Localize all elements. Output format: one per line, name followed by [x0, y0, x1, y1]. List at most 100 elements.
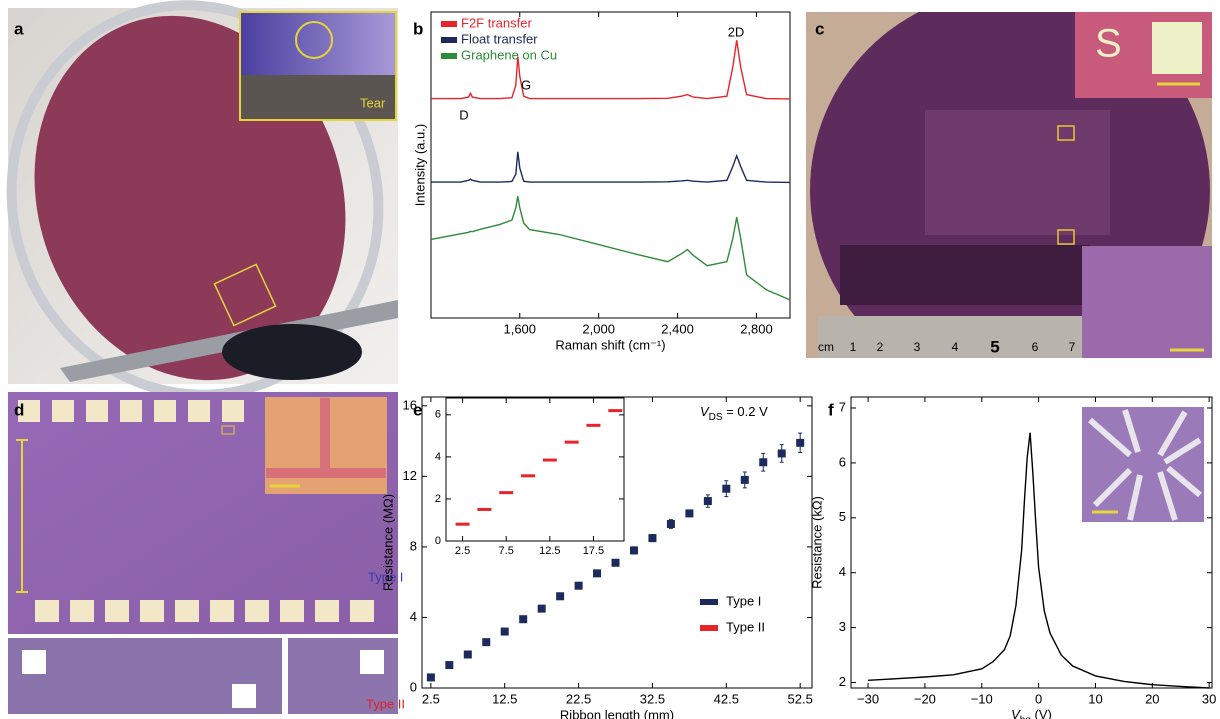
x-tick-label: −20 — [914, 691, 936, 706]
marker — [593, 569, 601, 577]
annotation-subscript: DS — [709, 412, 723, 423]
marker — [796, 439, 804, 447]
marker — [612, 559, 620, 567]
marker — [445, 661, 453, 669]
y-tick-label: 4 — [839, 564, 846, 579]
marker — [608, 409, 622, 412]
marker — [778, 449, 786, 457]
y-tick-label: 6 — [435, 409, 441, 421]
marker — [565, 441, 579, 444]
marker — [685, 509, 693, 517]
x-tick-label: 30 — [1202, 691, 1216, 706]
y-tick-label: 7 — [839, 399, 846, 414]
legend-label: F2F transfer — [461, 15, 532, 30]
x-tick-label: 2.5 — [455, 545, 470, 557]
annotation: 2D — [728, 24, 745, 39]
legend-swatch — [700, 599, 718, 605]
legend-swatch — [441, 37, 457, 43]
ruler-label: 2 — [877, 340, 884, 354]
legend-label: Graphene on Cu — [461, 47, 557, 62]
ruler-label: 6 — [1032, 340, 1039, 354]
panel-label: f — [828, 400, 834, 419]
photo-a: Tear — [0, 0, 429, 443]
marker — [586, 424, 600, 427]
marker — [648, 534, 656, 542]
ruler-label: 5 — [990, 337, 999, 356]
x-axis-title: Ribbon length (mm) — [560, 707, 674, 719]
legend-label: Type I — [726, 593, 761, 608]
marker — [477, 508, 491, 511]
annotation: G — [521, 77, 531, 92]
x-tick-label: 17.5 — [583, 545, 604, 557]
x-tick-label: 12.5 — [492, 691, 517, 706]
x-tick-label: −10 — [971, 691, 993, 706]
y-tick-label: 4 — [410, 609, 417, 624]
marker — [722, 485, 730, 493]
x-tick-label: 32.5 — [640, 691, 665, 706]
y-tick-label: 6 — [839, 454, 846, 469]
x-tick-label: 2,400 — [661, 321, 694, 336]
y-tick-label: 12 — [403, 468, 417, 483]
y-tick-label: 0 — [410, 679, 417, 694]
panel-label: d — [14, 400, 24, 419]
y-axis-title: Intensity (a.u.) — [412, 124, 427, 206]
x-axis-title: Vbg (V) — [1011, 707, 1052, 719]
panel-label: b — [413, 19, 423, 38]
photo-d: Type I Type II — [8, 392, 405, 714]
x-axis-unit: (V) — [1031, 707, 1052, 719]
legend-label: Type II — [726, 619, 765, 634]
x-tick-label: 42.5 — [714, 691, 739, 706]
marker — [464, 650, 472, 658]
x-tick-label: 2,000 — [582, 321, 615, 336]
marker — [482, 638, 490, 646]
figure: Tear S Type I Type II — [0, 0, 1220, 719]
marker — [556, 592, 564, 600]
marker — [499, 491, 513, 494]
marker — [704, 497, 712, 505]
annotation-text: = 0.2 V — [723, 404, 768, 419]
marker — [630, 546, 638, 554]
plot-frame — [446, 398, 624, 541]
photo-c: S — [806, 0, 1212, 390]
x-axis-title: Raman shift (cm⁻¹) — [555, 337, 665, 352]
legend-swatch — [441, 53, 457, 59]
x-tick-label: 2.5 — [422, 691, 440, 706]
y-tick-label: 0 — [435, 535, 441, 547]
x-tick-label: 12.5 — [539, 545, 560, 557]
y-axis-title: Resistance (kΩ) — [809, 496, 824, 589]
x-tick-label: 0 — [1035, 691, 1042, 706]
marker — [456, 523, 470, 526]
y-tick-label: 16 — [403, 397, 417, 412]
x-tick-label: 20 — [1145, 691, 1159, 706]
x-tick-label: 52.5 — [788, 691, 813, 706]
marker — [538, 605, 546, 613]
photo-label: S — [1095, 22, 1122, 66]
legend-label: Float transfer — [461, 31, 538, 46]
x-tick-label: −30 — [857, 691, 879, 706]
y-tick-label: 8 — [410, 538, 417, 553]
ruler-label: 1 — [850, 340, 857, 354]
x-tick-label: 22.5 — [566, 691, 591, 706]
marker — [427, 673, 435, 681]
y-tick-label: 2 — [435, 493, 441, 505]
marker — [543, 459, 557, 462]
marker — [759, 458, 767, 466]
marker — [741, 476, 749, 484]
y-tick-label: 2 — [839, 674, 846, 689]
ruler-label: 4 — [952, 340, 959, 354]
photo-f-inset — [1082, 407, 1204, 522]
legend-swatch — [700, 625, 718, 631]
y-tick-label: 3 — [839, 619, 846, 634]
x-tick-label: 10 — [1088, 691, 1102, 706]
panel-label: a — [14, 19, 24, 38]
photo-label: Tear — [360, 95, 386, 110]
marker — [501, 628, 509, 636]
y-axis-title: Resistance (MΩ) — [380, 494, 395, 591]
x-tick-label: 2,800 — [740, 321, 773, 336]
marker — [575, 582, 583, 590]
x-axis-subscript: bg — [1020, 715, 1031, 719]
ruler-label: 3 — [914, 340, 921, 354]
x-tick-label: 1,600 — [503, 321, 536, 336]
marker — [667, 520, 675, 528]
y-tick-label: 5 — [839, 509, 846, 524]
